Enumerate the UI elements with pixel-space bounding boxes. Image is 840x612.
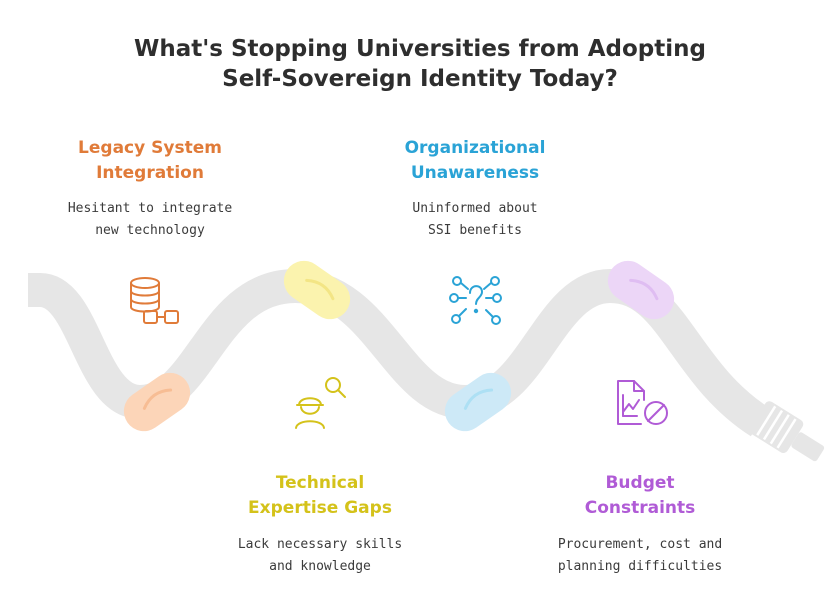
legacy-desc-line-2: new technology bbox=[95, 223, 205, 238]
purple-clip bbox=[607, 260, 675, 320]
organizational-unawareness-heading: Organizational Unawareness bbox=[375, 136, 575, 186]
legacy-heading-line-2: Integration bbox=[96, 163, 204, 183]
expertise-desc-line-1: Lack necessary skills bbox=[237, 537, 403, 552]
legacy-desc-line-1: Hesitant to integrate bbox=[67, 201, 233, 216]
cable-plug bbox=[749, 401, 825, 462]
orange-clip bbox=[123, 372, 191, 432]
technical-expertise-description: Lack necessary skills and knowledge bbox=[200, 534, 440, 578]
organizational-unawareness-description: Uninformed about SSI benefits bbox=[365, 198, 585, 242]
unawareness-desc-line-2: SSI benefits bbox=[428, 223, 522, 238]
title-line-1: What's Stopping Universities from Adopti… bbox=[133, 36, 706, 62]
blue-clip bbox=[444, 372, 512, 432]
budget-desc-line-1: Procurement, cost and bbox=[557, 537, 723, 552]
budget-constraints-heading: Budget Constraints bbox=[540, 471, 740, 521]
chart-blocked-icon bbox=[617, 380, 668, 425]
legacy-heading-line-1: Legacy System bbox=[78, 138, 222, 158]
technical-expertise-heading: Technical Expertise Gaps bbox=[210, 471, 430, 521]
unawareness-heading-line-1: Organizational bbox=[404, 138, 546, 158]
yellow-clip bbox=[283, 260, 351, 320]
unawareness-desc-line-1: Uninformed about bbox=[412, 201, 538, 216]
title-line-2: Self-Sovereign Identity Today? bbox=[222, 66, 618, 92]
legacy-system-description: Hesitant to integrate new technology bbox=[40, 198, 260, 242]
expertise-heading-line-2: Expertise Gaps bbox=[248, 498, 392, 518]
expertise-heading-line-1: Technical bbox=[275, 473, 365, 493]
unawareness-heading-line-2: Unawareness bbox=[410, 163, 540, 183]
budget-constraints-description: Procurement, cost and planning difficult… bbox=[520, 534, 760, 578]
budget-heading-line-1: Budget bbox=[605, 473, 675, 493]
budget-desc-line-2: planning difficulties bbox=[557, 559, 723, 574]
budget-heading-line-2: Constraints bbox=[584, 498, 696, 518]
database-link-icon bbox=[130, 277, 179, 324]
diagram-title: What's Stopping Universities from Adopti… bbox=[0, 34, 840, 94]
expertise-desc-line-2: and knowledge bbox=[269, 559, 371, 574]
legacy-system-heading: Legacy System Integration bbox=[50, 136, 250, 186]
worker-search-icon bbox=[295, 377, 346, 429]
question-network-icon bbox=[449, 276, 502, 325]
